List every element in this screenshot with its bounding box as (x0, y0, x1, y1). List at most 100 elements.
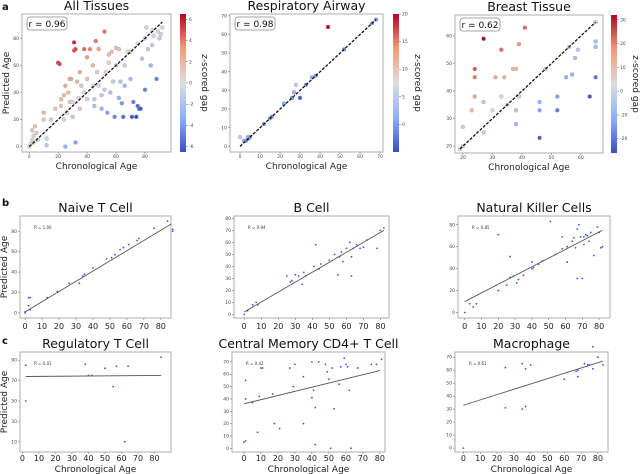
x-tick-label: 80 (375, 322, 385, 331)
y-tick-label: 60 (221, 32, 227, 38)
data-point (251, 303, 254, 306)
colorbar-tick-label: 0 (402, 122, 405, 128)
data-point (576, 369, 579, 372)
data-point (112, 385, 115, 388)
x-tick-label: 0 (239, 154, 242, 160)
data-point (348, 389, 351, 392)
data-point (109, 49, 114, 55)
data-point (291, 90, 297, 95)
x-tick-label: 30 (290, 454, 300, 463)
y-tick-label: 30 (225, 276, 231, 282)
data-point (524, 405, 527, 408)
chart-macrophage: Macrophage 0 10 20 30 40 50 60 70 80 0 10 20 30 40 50 60… (446, 336, 609, 474)
data-point (119, 248, 122, 251)
data-point (317, 360, 320, 363)
x-axis-label: Chronological Age (55, 465, 137, 474)
y-tick-label: 30 (221, 88, 227, 94)
data-point (31, 133, 36, 138)
x-tick-label: 80 (156, 322, 166, 331)
data-point (497, 233, 500, 236)
data-point (584, 233, 587, 236)
data-point (92, 103, 97, 109)
y-tick-label: 20 (449, 288, 455, 294)
colorbar-label: z-scored gap (630, 55, 640, 113)
data-point (110, 256, 113, 259)
y-tick-label: 40 (13, 90, 19, 96)
data-point (57, 61, 62, 67)
data-point (138, 106, 143, 111)
data-point (537, 99, 542, 105)
plot-area (19, 351, 172, 453)
x-axis-label: Chronological Age (268, 465, 350, 474)
data-point (537, 135, 542, 141)
x-tick-label: 20 (50, 454, 60, 463)
y-tick-label: 20 (11, 290, 17, 296)
fit-line (243, 230, 385, 313)
data-point (515, 282, 518, 284)
x-tick-label: 10 (256, 454, 266, 463)
data-point (531, 267, 533, 270)
data-point (278, 427, 281, 430)
y-tick-label: 0 (449, 446, 452, 452)
data-point (509, 255, 511, 258)
x-tick-label: 50 (337, 154, 343, 160)
data-point (355, 243, 358, 246)
data-point (572, 237, 575, 239)
x-tick-label: 0 (20, 454, 25, 463)
data-point (41, 110, 46, 115)
x-tick-label: 20 (492, 454, 502, 463)
data-point (572, 55, 578, 61)
data-point (333, 253, 336, 256)
data-point (586, 234, 589, 237)
y-tick-label: 60 (446, 368, 452, 374)
y-tick-label: 40 (449, 266, 455, 272)
data-point (593, 20, 598, 25)
y-tick-label: 70 (225, 228, 231, 234)
data-point (93, 38, 98, 44)
data-point (301, 283, 304, 286)
data-point (255, 301, 258, 304)
x-tick-label: 20 (273, 322, 283, 331)
data-point (517, 278, 520, 281)
data-point (513, 121, 519, 127)
r-label: r = 0.98 (236, 20, 273, 30)
data-point (144, 25, 149, 30)
data-point (29, 296, 32, 299)
data-point (589, 231, 592, 234)
fit-line (24, 223, 172, 313)
data-point (92, 97, 97, 102)
y-tick-label: 40 (221, 69, 227, 75)
data-point (497, 289, 500, 292)
fit-line (464, 229, 603, 302)
r-label: R = 0.85 (472, 225, 490, 230)
data-point (24, 400, 27, 402)
data-point (243, 313, 246, 316)
data-point (92, 267, 94, 269)
data-point (588, 240, 590, 243)
y-axis-label: Predicted Age (2, 51, 12, 114)
x-tick-label: 30 (67, 454, 77, 463)
x-tick-label: 30 (290, 322, 300, 331)
data-point (314, 443, 317, 446)
y-tick-label: 10 (446, 433, 452, 439)
x-tick-label: 50 (324, 322, 334, 331)
data-point (376, 247, 378, 250)
fit-line (463, 360, 604, 406)
data-point (139, 56, 145, 61)
y-tick-label: 40 (11, 270, 17, 276)
y-tick-label: 60 (223, 372, 229, 378)
data-point (587, 94, 592, 99)
x-tick-label: 70 (377, 154, 383, 160)
r-label: r = 0.96 (28, 20, 65, 30)
colorbar-label: z-scored gap (199, 54, 209, 112)
plot-area (19, 215, 172, 319)
r-label: R = 0.42 (246, 361, 264, 366)
colorbar-tick-label: -2 (189, 102, 194, 108)
x-tick-label: 20 (277, 154, 283, 160)
data-point (122, 83, 127, 88)
y-axis-label: Predicted Age (0, 235, 10, 298)
x-tick-label: 30 (297, 154, 303, 160)
data-point (302, 375, 305, 378)
data-point (513, 108, 519, 113)
data-point (345, 363, 347, 366)
